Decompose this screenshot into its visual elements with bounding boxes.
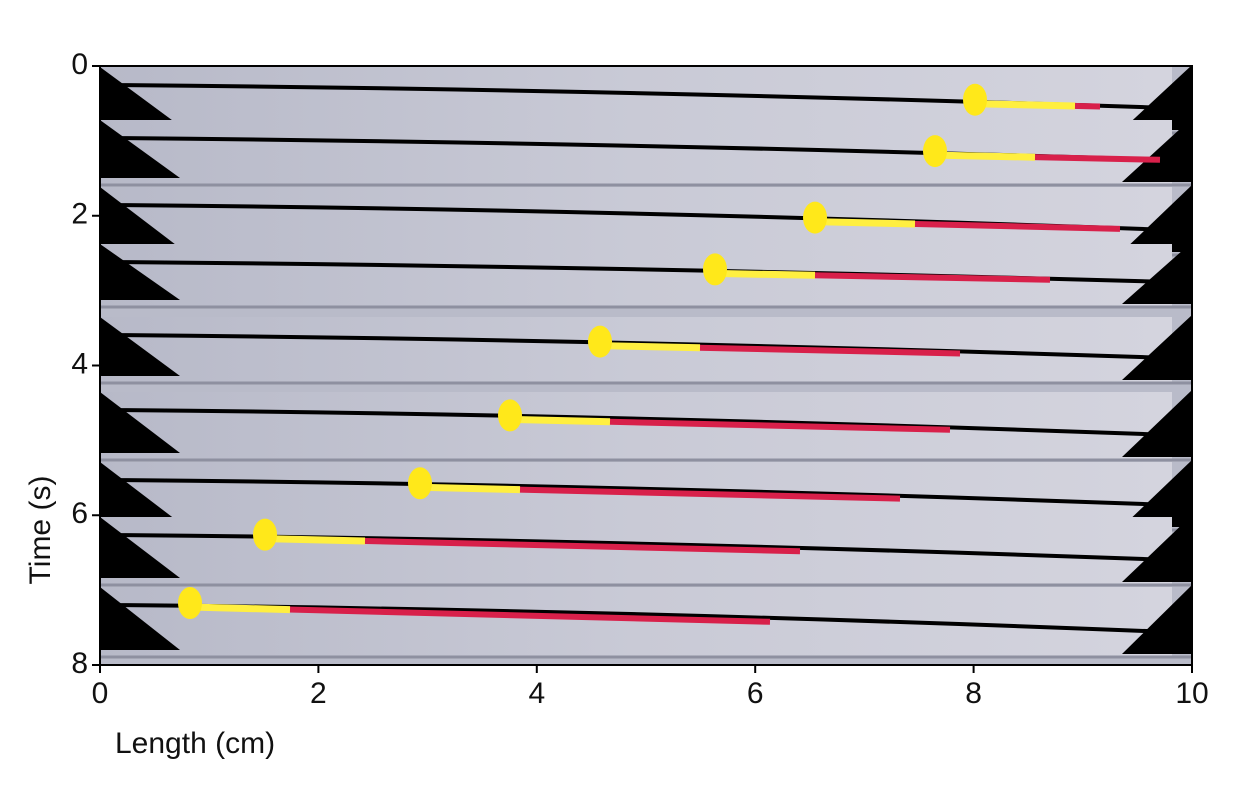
hot-spot [588, 325, 612, 358]
wire-glow [599, 342, 701, 352]
clamp-left [100, 462, 180, 523]
strip [100, 587, 1172, 656]
hot-spot [923, 135, 947, 168]
wire [109, 408, 1171, 437]
wire-glow [264, 535, 366, 545]
clamp-left [100, 244, 180, 300]
hot-spot [803, 201, 827, 234]
x-tick-label: 10 [1175, 677, 1208, 710]
clamp-right [1122, 515, 1192, 582]
strip [100, 120, 1172, 184]
x-tick-label: 6 [747, 677, 764, 710]
strip [100, 517, 1172, 584]
hot-spot [408, 467, 432, 500]
hot-spot [253, 518, 277, 551]
clamp-left [100, 120, 180, 178]
clamp-right [1122, 315, 1192, 380]
x-tick-label: 0 [92, 677, 109, 710]
clamp-left [100, 317, 180, 376]
clamp-left [100, 187, 180, 248]
strip [100, 392, 1172, 459]
y-tick-label: 8 [71, 647, 88, 680]
clamp-left [100, 67, 180, 126]
clamp-right [1122, 390, 1192, 457]
hot-spot [703, 253, 727, 286]
clamp-right [1122, 242, 1192, 304]
wire-glow [509, 415, 611, 426]
wire-glow [974, 100, 1076, 110]
wire-glow [419, 483, 521, 494]
clamp-right [1122, 460, 1192, 527]
x-tick-label: 2 [310, 677, 327, 710]
hot-spot [178, 587, 202, 620]
y-tick-label: 6 [71, 497, 88, 530]
strip [100, 244, 1172, 306]
wire [109, 478, 1171, 507]
photo-strips [100, 65, 1192, 665]
clamp-left [100, 517, 180, 578]
strip [100, 187, 1172, 254]
clamp-right [1122, 185, 1192, 252]
wire-glow [934, 151, 1036, 161]
clamp-right [1122, 65, 1192, 130]
hot-spot [963, 83, 987, 116]
wire-glow [714, 269, 816, 279]
clamp-left [100, 392, 180, 453]
wire-glow [189, 603, 291, 614]
y-tick-label: 0 [71, 48, 88, 81]
y-tick-label: 2 [71, 198, 88, 231]
hot-spot [498, 399, 522, 432]
y-tick-label: 4 [71, 347, 88, 380]
x-tick-label: 8 [965, 677, 982, 710]
y-axis-label: Time (s) [24, 476, 57, 585]
x-tick-label: 4 [528, 677, 545, 710]
clamp-left [100, 587, 180, 650]
clamp-right [1122, 118, 1192, 182]
clamp-right [1122, 585, 1192, 654]
x-axis-label: Length (cm) [115, 727, 275, 760]
wire-glow [814, 218, 916, 228]
